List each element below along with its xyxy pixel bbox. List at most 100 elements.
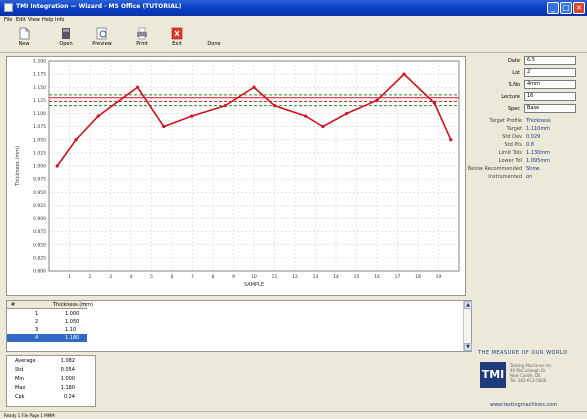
data-point	[321, 125, 325, 129]
data-table: # Thickness (mm) 1 1.000 2 1.050 3 1.10 …	[6, 300, 472, 352]
spec-row: Target 1.110mm	[470, 126, 582, 133]
table-row[interactable]: 1 1.000	[7, 310, 87, 318]
new-button[interactable]: New	[10, 26, 38, 52]
table-row[interactable]: 2 1.050	[7, 318, 87, 326]
row-index: 4	[35, 335, 39, 341]
x-tick-label: 10	[251, 274, 257, 280]
data-point	[375, 98, 379, 102]
field-row-spec: Spec Base	[470, 104, 582, 114]
website-link[interactable]: www.testingmachines.com	[490, 402, 558, 408]
title-bar[interactable]: TMI Integration — Wizard · MS Office (TU…	[0, 0, 587, 16]
preview-button[interactable]: Preview	[88, 26, 116, 52]
spec-value: 1.110mm	[526, 126, 551, 132]
blank-icon	[207, 27, 221, 40]
data-point	[449, 138, 453, 142]
exit-button-label: Exit	[172, 41, 182, 47]
spec-label: Std Dev	[502, 134, 522, 140]
x-tick-label: 6	[171, 274, 174, 280]
open-icon	[62, 28, 70, 39]
address-line: Tel: 302-613-5600	[510, 378, 547, 383]
stats-row: Max 1.180	[7, 384, 95, 392]
y-tick-label: 1.150	[33, 85, 46, 91]
stat-value: 1.000	[60, 376, 75, 382]
spec-field[interactable]: Base	[524, 104, 576, 113]
scroll-down-icon[interactable]: ▼	[464, 343, 472, 351]
open-button[interactable]: Open	[52, 26, 80, 52]
new-file-icon	[19, 27, 30, 40]
stat-value: 0.24	[63, 394, 75, 400]
stat-label: Cpk	[15, 394, 25, 400]
spec-label: Limit Tols	[498, 150, 522, 156]
spec-label: Target	[506, 126, 522, 132]
spec-label: Instrumented	[488, 174, 522, 180]
print-button[interactable]: Print	[128, 26, 156, 52]
data-point	[402, 72, 406, 76]
date-field[interactable]: 6.5	[524, 56, 576, 65]
data-point	[96, 114, 100, 118]
lot-field[interactable]: 2	[524, 68, 576, 77]
data-point	[304, 114, 308, 118]
brand-panel: THE MEASURE OF OUR WORLD TMI Testing Mac…	[476, 350, 586, 410]
preview-button-label: Preview	[92, 41, 112, 47]
chart-panel: 0.800 0.825 0.850 0.875 0.900 0.925 0.950 0.975…	[6, 56, 466, 296]
table-row[interactable]: 3 1.10	[7, 326, 87, 334]
lecture-field[interactable]: 16	[524, 92, 576, 101]
y-axis-label: Thickness (mm)	[15, 146, 21, 187]
y-tick-label: 1.125	[33, 98, 46, 104]
y-tick-label: 0.850	[33, 242, 46, 248]
table-row-selected[interactable]: 4 1.180	[7, 334, 87, 342]
x-tick-label: 18	[415, 274, 421, 280]
data-point	[432, 101, 436, 105]
x-tick-label: 13	[313, 274, 319, 280]
sample-no-field[interactable]: 4mm	[524, 80, 576, 89]
spec-row: Limit Tols 1.130mm	[470, 150, 582, 157]
spec-row: Std Pts 0.8	[470, 142, 582, 149]
new-button-label: New	[18, 41, 30, 47]
print-icon	[137, 27, 147, 40]
stat-label: Average	[15, 358, 36, 364]
x-tick-label: 4	[130, 274, 133, 280]
stats-row: Cpk 0.24	[7, 393, 95, 401]
minimize-button[interactable]: _	[547, 2, 559, 14]
x-tick-label: 19	[436, 274, 442, 280]
table-scrollbar[interactable]: ▲ ▼	[463, 301, 472, 351]
spec-row: Below Recommended Show	[468, 166, 582, 173]
menu-view[interactable]: View	[28, 17, 40, 23]
field-label: Spec	[507, 106, 520, 112]
x-tick-label: 15	[354, 274, 360, 280]
column-header-thickness: Thickness (mm)	[53, 302, 93, 308]
y-tick-label: 0.925	[33, 203, 46, 209]
scroll-up-icon[interactable]: ▲	[464, 301, 472, 309]
spec-value: on	[526, 174, 533, 180]
close-button[interactable]: ×	[573, 2, 585, 14]
exit-button[interactable]: Exit	[163, 26, 191, 52]
done-button[interactable]: Done	[200, 26, 228, 52]
menu-bar: File Edit View Help Info	[0, 16, 587, 25]
thickness-chart: 0.800 0.825 0.850 0.875 0.900 0.925 0.950 0.975…	[15, 59, 460, 288]
x-tick-label: 7	[191, 274, 194, 280]
tmi-logo: TMI	[480, 362, 506, 388]
menu-file[interactable]: File	[4, 17, 13, 23]
y-tick-label: 0.950	[33, 190, 46, 196]
maximize-button[interactable]: □	[560, 2, 572, 14]
preview-icon	[96, 27, 107, 40]
menu-help[interactable]: Help	[42, 17, 54, 23]
x-tick-label: 11	[272, 274, 278, 280]
x-tick-label: 17	[395, 274, 401, 280]
data-point	[272, 104, 277, 108]
done-button-label: Done	[207, 41, 221, 47]
row-value: 1.050	[65, 319, 80, 325]
y-tick-label: 0.975	[33, 177, 46, 183]
field-row-date: Date 6.5	[470, 56, 582, 66]
x-tick-label: 8	[212, 274, 215, 280]
spec-value: 1.130mm	[526, 150, 551, 156]
y-tick-label: 0.825	[33, 255, 46, 261]
status-bar: Ready 1 File Page 1 MMM	[0, 411, 587, 419]
address-line: 40 McCullough Dr	[510, 368, 546, 373]
spec-row: Instrumented on	[470, 174, 582, 181]
menu-info[interactable]: Info	[55, 17, 65, 23]
row-index: 1	[35, 311, 39, 317]
address-line: Testing Machines Inc.	[510, 363, 553, 368]
menu-edit[interactable]: Edit	[16, 17, 26, 23]
spec-label: Target Profile	[489, 118, 522, 124]
